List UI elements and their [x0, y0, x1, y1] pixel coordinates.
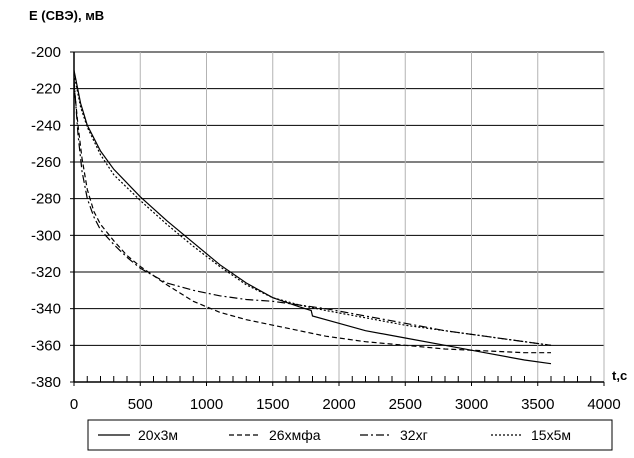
- x-axis-title: t,c: [612, 368, 627, 383]
- legend-label: 20х3м: [138, 427, 178, 443]
- tick-labels: -200 -220 -240 -260 -280 -300 -320 -340 -360 -380…: [31, 44, 621, 413]
- y-tick-label: -200: [31, 44, 61, 61]
- legend-label: 15х5м: [531, 427, 571, 443]
- series-line: [73, 79, 552, 346]
- grid: [73, 51, 605, 383]
- legend-box: [87, 419, 613, 451]
- legend-label: 26хмфа: [269, 427, 321, 443]
- x-tick-label: 3500: [521, 396, 554, 413]
- x-tick-label: 500: [128, 396, 153, 413]
- x-tick-label: 1000: [190, 396, 223, 413]
- x-tick-label: 0: [70, 396, 78, 413]
- y-tick-label: -300: [31, 227, 61, 244]
- x-tick-label: 1500: [256, 396, 289, 413]
- y-tick-label: -260: [31, 154, 61, 171]
- x-tick-label: 3000: [455, 396, 488, 413]
- legend: 20х3м 26хмфа 32хг 15х5м: [87, 419, 613, 451]
- y-tick-label: -340: [31, 301, 61, 318]
- series-lines: [73, 70, 552, 365]
- legend-label: 32хг: [400, 427, 428, 443]
- x-tick-label: 4000: [587, 396, 620, 413]
- y-tick-label: -380: [31, 374, 61, 391]
- y-tick-label: -240: [31, 117, 61, 134]
- y-tick-label: -280: [31, 191, 61, 208]
- y-tick-label: -360: [31, 337, 61, 354]
- axes: [70, 51, 605, 386]
- series-line: [73, 84, 551, 354]
- y-tick-label: -220: [31, 81, 61, 98]
- y-tick-label: -320: [31, 264, 61, 281]
- y-axis-title: E (СВЭ), мВ: [29, 8, 104, 23]
- series-line: [73, 70, 552, 365]
- x-tick-label: 2000: [322, 396, 355, 413]
- series-line: [73, 73, 552, 346]
- x-tick-label: 2500: [389, 396, 422, 413]
